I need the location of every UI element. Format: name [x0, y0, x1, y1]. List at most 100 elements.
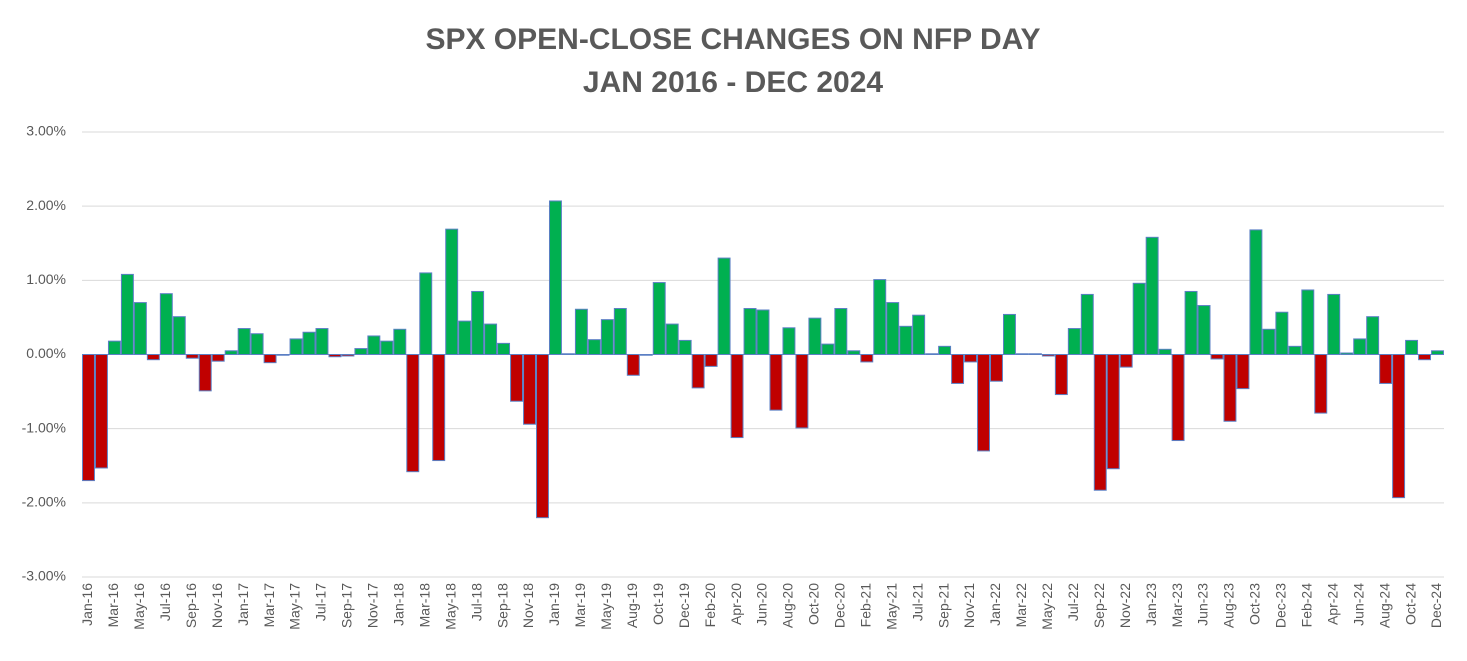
bar — [276, 354, 290, 356]
x-tick-label: Feb-24 — [1299, 583, 1315, 628]
x-tick-label: Nov-21 — [961, 583, 977, 628]
bar — [1249, 229, 1263, 355]
x-tick-label: Apr-20 — [728, 583, 744, 625]
bar — [146, 354, 160, 361]
bar — [990, 354, 1003, 382]
y-tick-label: 2.00% — [26, 197, 66, 213]
bar — [1327, 293, 1341, 355]
x-tick-label: Jul-18 — [468, 583, 484, 621]
bar — [536, 354, 549, 519]
x-tick-label: May-19 — [598, 583, 614, 630]
x-tick-label: Jul-22 — [1065, 583, 1081, 621]
bar — [198, 354, 212, 392]
x-tick-label: Sep-17 — [339, 583, 355, 628]
bar — [587, 339, 601, 355]
x-tick-label: Dec-24 — [1428, 583, 1444, 628]
bar — [484, 323, 498, 356]
bar — [639, 354, 653, 356]
bar — [1041, 354, 1055, 357]
bar — [250, 333, 264, 356]
x-tick-label: Nov-16 — [209, 583, 225, 628]
x-tick-label: Jun-20 — [754, 583, 770, 626]
bar — [1002, 313, 1016, 356]
bar — [289, 338, 303, 355]
bar — [367, 335, 381, 356]
bar — [224, 350, 238, 355]
x-tick-label: Dec-20 — [832, 583, 848, 628]
bar — [1106, 354, 1120, 470]
bar — [1067, 328, 1081, 355]
bar — [652, 282, 666, 355]
bar — [341, 354, 355, 357]
x-tick-label: Jan-18 — [391, 583, 407, 626]
bar — [977, 354, 990, 452]
bar — [1223, 354, 1237, 422]
bar — [523, 354, 536, 425]
bar — [574, 308, 588, 355]
x-tick-label: Oct-20 — [806, 583, 822, 625]
x-tick-label: Sep-16 — [183, 583, 199, 628]
bar — [1392, 354, 1406, 499]
bar — [107, 340, 121, 355]
bar — [380, 340, 394, 355]
y-tick-label: -1.00% — [22, 419, 66, 435]
bar — [458, 320, 472, 355]
x-tick-label: Jul-21 — [909, 583, 925, 621]
bar — [548, 200, 562, 355]
bar — [510, 354, 524, 402]
bar — [1288, 345, 1302, 356]
bar — [1379, 354, 1393, 384]
bar — [912, 314, 926, 356]
y-tick-label: -2.00% — [22, 494, 66, 510]
bar — [172, 316, 186, 355]
x-tick-label: Jul-17 — [313, 583, 329, 621]
bar — [561, 353, 575, 355]
bar — [730, 354, 744, 439]
x-tick-label: Jul-16 — [157, 583, 173, 621]
x-tick-label: Sep-18 — [494, 583, 510, 628]
x-tick-label: Jun-23 — [1195, 583, 1211, 626]
x-tick-label: Nov-18 — [520, 583, 536, 628]
bar — [1119, 354, 1133, 368]
x-tick-label: May-17 — [287, 583, 303, 630]
bar — [1275, 311, 1289, 356]
bar — [1145, 236, 1159, 355]
x-tick-label: Apr-24 — [1324, 583, 1340, 625]
x-tick-label: Nov-22 — [1117, 583, 1133, 628]
bar — [419, 272, 433, 355]
x-tick-label: Jan-16 — [79, 583, 95, 626]
x-tick-label: Feb-20 — [702, 583, 718, 628]
bar — [717, 257, 731, 356]
bar — [704, 354, 718, 367]
x-tick-label: May-22 — [1039, 583, 1055, 630]
bar — [263, 354, 277, 364]
bar — [328, 354, 342, 358]
bar — [691, 354, 705, 389]
x-tick-label: Mar-17 — [261, 583, 277, 628]
x-tick-label: Mar-23 — [1169, 583, 1185, 628]
x-tick-label: May-16 — [131, 583, 147, 630]
bar — [432, 354, 446, 462]
x-tick-label: Dec-23 — [1273, 583, 1289, 628]
bar — [497, 342, 511, 355]
x-tick-label: Sep-21 — [935, 583, 951, 628]
bar — [626, 354, 640, 376]
bar — [600, 319, 614, 355]
chart-subtitle: JAN 2016 - DEC 2024 — [583, 66, 883, 99]
bar — [899, 325, 913, 356]
bar — [1418, 354, 1432, 361]
x-tick-label: May-18 — [442, 583, 458, 630]
x-tick-label: Nov-17 — [365, 583, 381, 628]
bar — [613, 308, 627, 355]
x-tick-label: May-21 — [883, 583, 899, 630]
bar — [769, 354, 783, 411]
chart-title: SPX OPEN-CLOSE CHANGES ON NFP DAY — [425, 23, 1040, 56]
bar — [1353, 338, 1367, 355]
bar — [756, 309, 770, 355]
bar — [1262, 328, 1276, 355]
bar — [159, 293, 173, 355]
bar — [808, 317, 822, 355]
bar — [120, 273, 134, 355]
bar — [834, 308, 848, 355]
